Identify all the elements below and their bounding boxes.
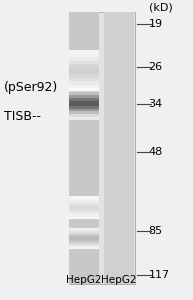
Bar	[69, 238, 99, 240]
Bar	[69, 112, 99, 114]
Bar	[69, 98, 99, 100]
Text: HepG2: HepG2	[101, 275, 136, 285]
Text: 48: 48	[149, 147, 163, 157]
Bar	[69, 109, 99, 112]
Bar	[69, 230, 99, 231]
Bar	[69, 209, 99, 211]
Bar	[69, 106, 99, 109]
Bar	[69, 237, 99, 239]
Bar	[69, 68, 99, 71]
Bar	[69, 61, 99, 64]
Bar	[69, 117, 99, 120]
Text: 34: 34	[149, 99, 163, 109]
Bar	[69, 100, 99, 103]
Bar	[69, 74, 99, 78]
Text: 85: 85	[149, 226, 163, 236]
Text: (pSer92): (pSer92)	[4, 81, 58, 94]
Bar	[69, 198, 99, 200]
Bar	[69, 204, 99, 206]
Bar	[69, 231, 99, 233]
Bar	[69, 215, 99, 217]
Text: 19: 19	[149, 19, 163, 29]
Bar	[69, 235, 99, 237]
Bar	[69, 233, 99, 235]
Text: 117: 117	[149, 270, 170, 280]
Bar	[69, 248, 99, 249]
Bar	[69, 212, 99, 213]
Bar	[69, 242, 99, 244]
Bar	[69, 50, 99, 54]
Bar	[69, 12, 135, 284]
Bar	[69, 244, 99, 246]
Bar	[69, 213, 99, 215]
Bar	[69, 64, 99, 68]
Bar	[69, 71, 99, 74]
Bar	[69, 88, 99, 92]
Bar	[69, 200, 99, 202]
Bar	[69, 87, 99, 90]
Text: (kD): (kD)	[149, 2, 172, 13]
Bar	[69, 103, 99, 106]
Bar	[69, 95, 99, 98]
Bar	[69, 196, 99, 198]
Bar	[69, 90, 99, 92]
Text: TISB--: TISB--	[4, 110, 41, 123]
Bar	[69, 217, 99, 219]
Text: HepG2: HepG2	[66, 275, 102, 285]
Bar	[69, 54, 99, 57]
Bar	[69, 78, 99, 81]
Bar	[104, 12, 134, 284]
Bar	[69, 12, 99, 284]
Bar	[69, 228, 99, 230]
Bar	[69, 92, 99, 95]
Bar	[69, 240, 99, 242]
Bar	[69, 208, 99, 209]
Bar	[69, 57, 99, 61]
Bar	[69, 114, 99, 117]
Text: 26: 26	[149, 62, 163, 72]
Bar	[69, 85, 99, 88]
Bar	[69, 246, 99, 248]
Bar	[69, 81, 99, 85]
Bar	[69, 202, 99, 204]
Bar	[69, 206, 99, 208]
